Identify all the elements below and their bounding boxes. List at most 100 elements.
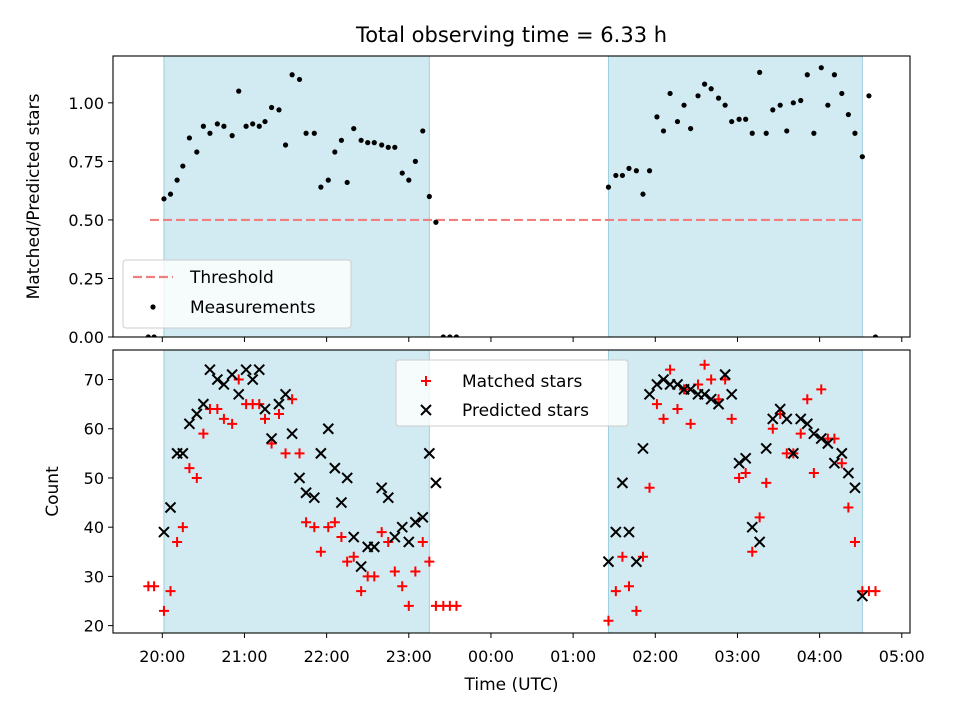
- data-point: [273, 398, 285, 410]
- data-point: [399, 170, 405, 176]
- data-point: [254, 399, 265, 410]
- data-point: [856, 590, 869, 602]
- data-point: [657, 373, 670, 386]
- data-point: [348, 551, 359, 562]
- y-tick-label: 20: [84, 617, 104, 636]
- data-point: [212, 404, 223, 415]
- x-axis-label: Time (UTC): [464, 675, 559, 695]
- data-point: [243, 123, 249, 129]
- data-point: [749, 130, 755, 136]
- data-point: [371, 140, 377, 146]
- data-point: [294, 448, 305, 459]
- plot-area: [145, 65, 879, 337]
- data-point: [379, 142, 385, 148]
- data-point: [616, 477, 629, 489]
- data-point: [852, 130, 858, 136]
- data-point: [643, 388, 656, 401]
- data-point: [365, 140, 371, 146]
- legend-matched-swatch: [421, 376, 431, 386]
- data-point: [286, 427, 298, 440]
- data-point: [631, 605, 642, 616]
- data-point: [200, 123, 206, 129]
- data-point: [323, 522, 334, 533]
- chart-title: Total observing time = 6.33 h: [355, 23, 667, 47]
- data-point: [282, 142, 289, 148]
- data-point: [177, 522, 188, 533]
- data-point: [329, 517, 340, 528]
- data-point: [839, 90, 845, 97]
- data-point: [698, 388, 711, 401]
- data-point: [246, 373, 259, 386]
- data-point: [308, 491, 321, 504]
- data-point: [233, 374, 244, 385]
- data-point: [720, 374, 731, 385]
- data-point: [706, 374, 717, 385]
- data-point: [382, 491, 394, 504]
- data-point: [300, 487, 312, 499]
- x-tick-label: 00:00: [468, 647, 514, 666]
- data-point: [198, 428, 209, 439]
- data-point: [605, 184, 612, 190]
- data-point: [145, 334, 151, 337]
- data-point: [798, 97, 804, 104]
- data-point: [250, 121, 256, 127]
- data-point: [808, 427, 820, 440]
- data-point: [610, 586, 621, 597]
- data-point: [831, 72, 838, 78]
- data-point: [417, 536, 428, 547]
- data-point: [603, 615, 614, 626]
- data-point: [183, 418, 196, 430]
- data-point: [423, 447, 436, 460]
- data-point: [667, 90, 673, 97]
- data-point: [174, 177, 180, 183]
- y-axis-label: Count: [43, 466, 63, 517]
- data-point: [315, 546, 326, 557]
- data-point: [859, 154, 865, 160]
- data-point: [369, 571, 380, 582]
- data-point: [715, 95, 722, 101]
- data-point: [630, 555, 643, 568]
- data-point: [658, 413, 669, 424]
- data-point: [681, 102, 687, 108]
- data-point: [818, 65, 824, 71]
- data-point: [770, 107, 776, 113]
- data-point: [424, 556, 435, 567]
- data-point: [440, 334, 446, 337]
- x-tick-label: 21:00: [221, 647, 267, 666]
- y-tick-label: 0.00: [68, 328, 104, 347]
- data-point: [626, 165, 632, 171]
- data-point: [280, 448, 291, 459]
- data-point: [866, 93, 872, 99]
- data-point: [412, 158, 418, 164]
- data-point: [836, 458, 847, 469]
- data-point: [705, 393, 717, 405]
- count-panel: 20 30 40 50 60 70 20:00 21:00 22:00 23:00 00:00 01:…: [43, 349, 925, 666]
- plot-area: [143, 359, 881, 626]
- data-point: [644, 482, 655, 493]
- legend-threshold-label: Threshold: [189, 268, 274, 288]
- data-point: [358, 137, 364, 143]
- legend-predicted-label: Predicted stars: [462, 401, 589, 421]
- data-point: [383, 536, 394, 547]
- data-point: [610, 526, 622, 538]
- data-point: [430, 477, 442, 489]
- data-point: [204, 363, 216, 376]
- data-point: [329, 462, 341, 474]
- x-tick-label: 03:00: [714, 647, 760, 666]
- data-point: [259, 403, 271, 415]
- data-point: [849, 536, 860, 547]
- x-tick-label: 23:00: [386, 647, 432, 666]
- data-point: [665, 364, 676, 375]
- observing-window-0: [163, 349, 430, 634]
- data-point: [375, 482, 388, 494]
- data-point: [318, 184, 324, 190]
- data-point: [729, 118, 735, 125]
- data-point: [651, 378, 663, 391]
- data-point: [623, 581, 634, 592]
- data-point: [279, 388, 292, 401]
- data-point: [164, 501, 177, 514]
- data-point: [426, 193, 432, 200]
- data-point: [311, 130, 317, 136]
- data-point: [712, 398, 725, 410]
- data-point: [229, 133, 235, 139]
